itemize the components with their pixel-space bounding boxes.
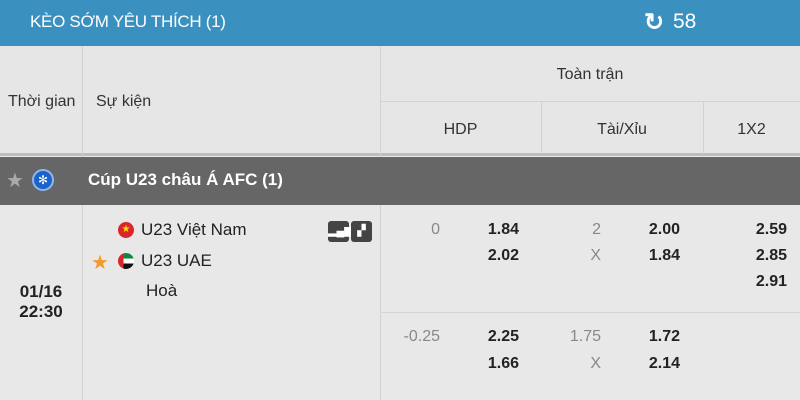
league-name: Cúp U23 châu Á AFC (1)	[88, 170, 283, 189]
ou-line: 2	[592, 221, 601, 238]
odds-cell[interactable]: 2.14	[648, 355, 680, 372]
away-team[interactable]: U23 UAE	[141, 251, 212, 270]
col-over-under: Tài/Xỉu	[597, 121, 647, 138]
odds-cell[interactable]: 1.84	[648, 247, 680, 264]
col-hdp: HDP	[443, 121, 478, 138]
col-time: Thời gian	[8, 93, 76, 110]
afc-logo-icon: ✻	[32, 169, 54, 191]
refresh-countdown[interactable]: 58	[673, 10, 697, 33]
odds-cell[interactable]: 2.91	[755, 273, 787, 290]
odds-cell[interactable]: 1.66	[487, 355, 519, 372]
divider	[541, 101, 542, 154]
odds-cell[interactable]: 2.25	[487, 328, 519, 345]
match-date: 01/16	[19, 282, 63, 301]
divider	[380, 101, 800, 102]
refresh-icon[interactable]: ↻	[644, 9, 665, 36]
col-event: Sự kiện	[96, 93, 152, 110]
hdp-line: -0.25	[403, 328, 440, 345]
hdp-line: 0	[431, 221, 440, 238]
match-time: 22:30	[19, 302, 63, 321]
odds-cell[interactable]: 2.59	[755, 221, 787, 238]
col-group-fulltime: Toàn trận	[556, 66, 624, 83]
odds-cell[interactable]: 2.02	[487, 247, 519, 264]
league-row[interactable]	[0, 157, 800, 205]
divider	[380, 312, 800, 313]
ou-line: 1.75	[569, 328, 601, 345]
league-star-icon[interactable]: ★	[6, 170, 24, 192]
match-datetime: 01/16 22:30	[0, 282, 82, 322]
draw-label: Hoà	[146, 281, 178, 300]
vietnam-flag-icon: ★	[118, 222, 134, 238]
ou-under-label: X	[590, 355, 601, 372]
header-title: KÈO SỚM YÊU THÍCH (1)	[30, 12, 226, 31]
uae-flag-icon	[118, 253, 134, 269]
col-1x2: 1X2	[737, 121, 766, 138]
odds-cell[interactable]: 2.85	[755, 247, 787, 264]
odds-cell[interactable]: 1.84	[487, 221, 519, 238]
favorites-header	[0, 0, 800, 46]
lineup-icon[interactable]: ▞	[351, 221, 372, 242]
home-team[interactable]: U23 Việt Nam	[141, 220, 247, 239]
ou-under-label: X	[590, 247, 601, 264]
odds-cell[interactable]: 1.72	[648, 328, 680, 345]
divider	[380, 46, 381, 400]
odds-cell[interactable]: 2.00	[648, 221, 680, 238]
divider	[703, 101, 704, 154]
favorite-star-icon[interactable]: ★	[91, 252, 109, 274]
stats-icon[interactable]: ▂▄▆	[328, 221, 353, 242]
divider	[82, 46, 83, 400]
